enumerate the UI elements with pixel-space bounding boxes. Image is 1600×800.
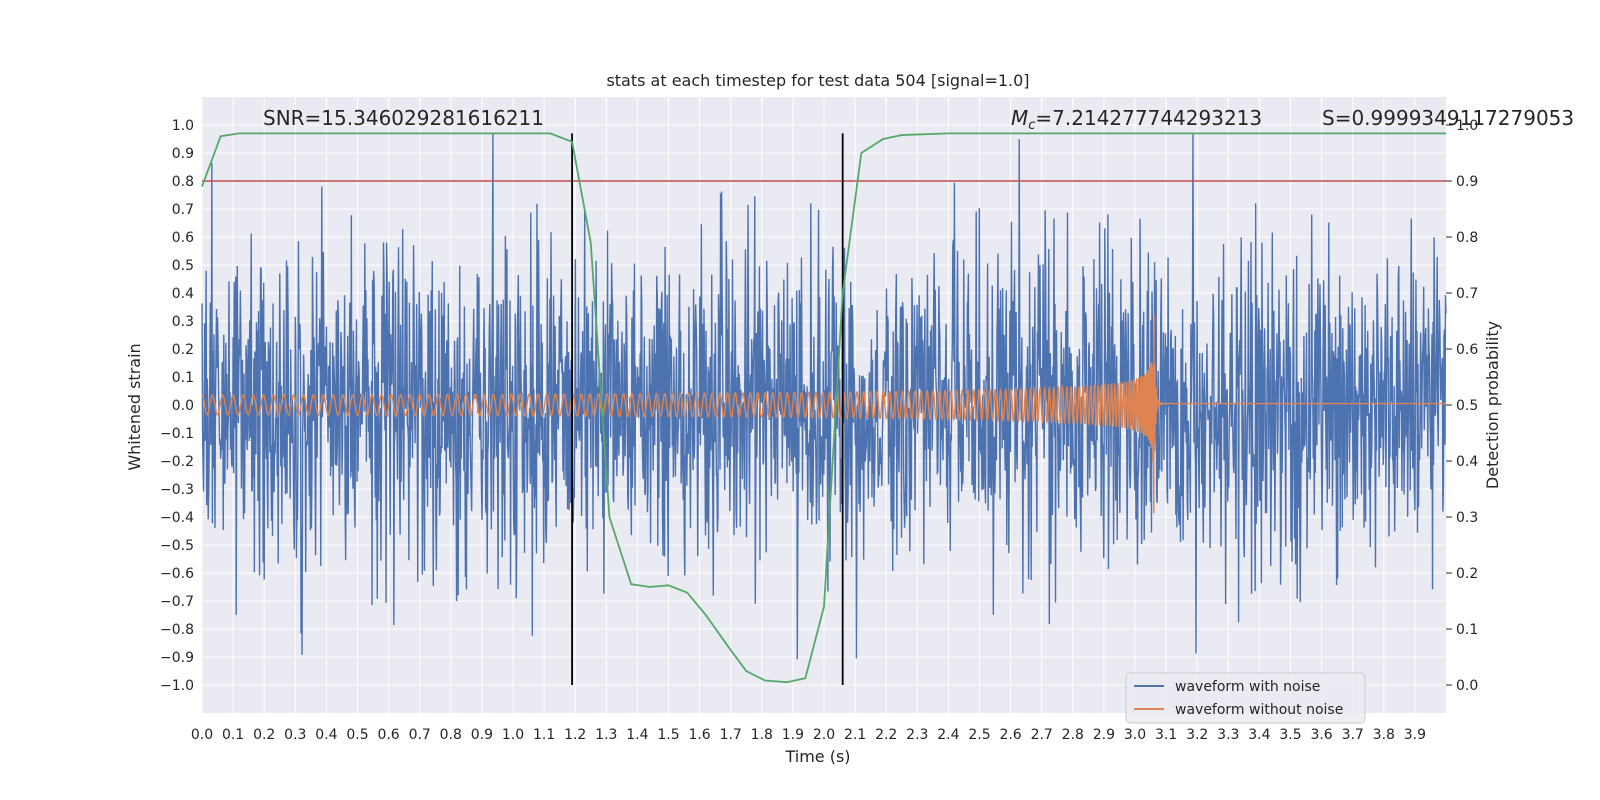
y2-tick-label: 0.1 bbox=[1456, 622, 1478, 638]
series-waveform-with-noise bbox=[201, 133, 1447, 660]
x-tick-label: 0.8 bbox=[440, 727, 462, 743]
y2-tick-label: 0.5 bbox=[1456, 398, 1478, 414]
x-tick-label: 3.5 bbox=[1279, 727, 1301, 743]
x-tick-label: 1.9 bbox=[782, 727, 804, 743]
x-tick-label: 0.0 bbox=[191, 727, 213, 743]
x-tick-label: 0.9 bbox=[471, 727, 493, 743]
y-tick-label: 0.6 bbox=[172, 230, 194, 246]
y-tick-label: −0.4 bbox=[160, 510, 194, 526]
x-tick-label: 2.8 bbox=[1062, 727, 1084, 743]
mc-symbol: M bbox=[1011, 106, 1028, 130]
y-tick-label: 0.1 bbox=[172, 370, 194, 386]
legend-label-noise: waveform with noise bbox=[1175, 679, 1320, 695]
x-tick-label: 0.3 bbox=[284, 727, 306, 743]
data-layer bbox=[201, 132, 1447, 685]
y2-tick-label: 1.0 bbox=[1456, 118, 1478, 134]
x-tick-label: 0.7 bbox=[409, 727, 431, 743]
y2-tick-label: 0.2 bbox=[1456, 566, 1478, 582]
y-tick-label: −0.3 bbox=[160, 482, 194, 498]
y-tick-label: −0.2 bbox=[160, 454, 194, 470]
y-tick-label: −0.7 bbox=[160, 594, 194, 610]
x-tick-label: 2.2 bbox=[875, 727, 897, 743]
x-tick-label: 1.8 bbox=[751, 727, 773, 743]
y-tick-label: −0.5 bbox=[160, 538, 194, 554]
y-tick-label: −0.1 bbox=[160, 426, 194, 442]
y-tick-label: 0.4 bbox=[172, 286, 194, 302]
mc-value: =7.214277744293213 bbox=[1035, 106, 1262, 130]
x-tick-label: 1.0 bbox=[502, 727, 524, 743]
y-axis-label: Whitened strain bbox=[125, 343, 144, 470]
x-tick-label: 2.1 bbox=[844, 727, 866, 743]
y2-tick-label: 0.6 bbox=[1456, 342, 1478, 358]
x-tick-label: 1.3 bbox=[595, 727, 617, 743]
y2-tick-label: 0.3 bbox=[1456, 510, 1478, 526]
y-tick-label: 0.2 bbox=[172, 342, 194, 358]
x-tick-label: 2.7 bbox=[1031, 727, 1053, 743]
x-tick-label: 3.4 bbox=[1248, 727, 1270, 743]
x-axis-label: Time (s) bbox=[784, 747, 850, 766]
x-tick-label: 2.3 bbox=[906, 727, 928, 743]
x-tick-label: 1.1 bbox=[533, 727, 555, 743]
x-tick-label: 2.6 bbox=[999, 727, 1021, 743]
series-waveform-without-noise bbox=[201, 314, 1446, 514]
y-tick-label: 1.0 bbox=[172, 118, 194, 134]
x-tick-label: 3.8 bbox=[1373, 727, 1395, 743]
mc-subscript: c bbox=[1028, 118, 1035, 133]
y2-tick-label: 0.0 bbox=[1456, 678, 1478, 694]
x-tick-label: 3.9 bbox=[1404, 727, 1426, 743]
y-tick-label: 0.0 bbox=[172, 398, 194, 414]
y2-tick-label: 0.7 bbox=[1456, 286, 1478, 302]
x-tick-label: 2.9 bbox=[1093, 727, 1115, 743]
y-tick-label: −0.8 bbox=[160, 622, 194, 638]
y2-tick-label: 0.4 bbox=[1456, 454, 1478, 470]
y-tick-label: 0.9 bbox=[172, 146, 194, 162]
x-tick-label: 3.3 bbox=[1217, 727, 1239, 743]
series-detection-probability bbox=[201, 132, 1446, 684]
x-tick-label: 2.4 bbox=[937, 727, 959, 743]
x-tick-label: 0.4 bbox=[315, 727, 337, 743]
y2-tick-label: 0.9 bbox=[1456, 174, 1478, 190]
y-tick-label: −0.6 bbox=[160, 566, 194, 582]
x-tick-label: 2.5 bbox=[968, 727, 990, 743]
mc-annotation: Mc=7.214277744293213 bbox=[1011, 106, 1262, 133]
x-tick-label: 1.6 bbox=[688, 727, 710, 743]
x-tick-label: 1.7 bbox=[720, 727, 742, 743]
x-tick-label: 0.1 bbox=[222, 727, 244, 743]
y-tick-label: 0.7 bbox=[172, 202, 194, 218]
legend: waveform with noise waveform without noi… bbox=[1125, 672, 1366, 724]
legend-box bbox=[1125, 672, 1366, 724]
y2-tick-label: 0.8 bbox=[1456, 230, 1478, 246]
x-tick-label: 0.2 bbox=[253, 727, 275, 743]
legend-label-clean: waveform without noise bbox=[1175, 702, 1343, 718]
x-tick-label: 0.5 bbox=[346, 727, 368, 743]
y-tick-label: 0.5 bbox=[172, 258, 194, 274]
x-tick-label: 3.7 bbox=[1342, 727, 1364, 743]
y-tick-label: 0.8 bbox=[172, 174, 194, 190]
y-tick-label: −1.0 bbox=[160, 678, 194, 694]
x-tick-label: 1.2 bbox=[564, 727, 586, 743]
x-tick-label: 2.0 bbox=[813, 727, 835, 743]
x-tick-label: 3.1 bbox=[1155, 727, 1177, 743]
x-tick-label: 1.4 bbox=[626, 727, 648, 743]
tick-labels: 0.0 0.1 0.2 0.3 0.4 0.5 0.6 0.7 0.8 0.9 1.0 1.1 1.2 1… bbox=[160, 118, 1478, 743]
x-tick-label: 3.0 bbox=[1124, 727, 1146, 743]
x-tick-label: 1.5 bbox=[657, 727, 679, 743]
chart-title: stats at each timestep for test data 504… bbox=[606, 71, 1029, 90]
x-tick-label: 3.2 bbox=[1186, 727, 1208, 743]
s-annotation: S=0.9999349117279053 bbox=[1322, 106, 1574, 130]
y2-axis-label: Detection probability bbox=[1483, 321, 1502, 489]
x-tick-label: 0.6 bbox=[377, 727, 399, 743]
snr-annotation: SNR=15.346029281616211 bbox=[263, 106, 544, 130]
y-tick-label: 0.3 bbox=[172, 314, 194, 330]
x-tick-label: 3.6 bbox=[1310, 727, 1332, 743]
y-tick-label: −0.9 bbox=[160, 650, 194, 666]
